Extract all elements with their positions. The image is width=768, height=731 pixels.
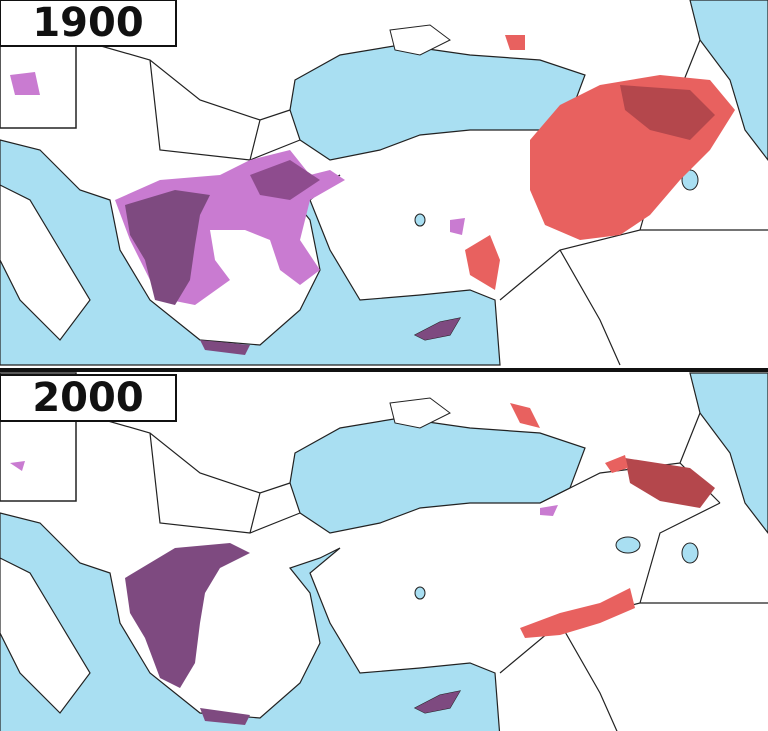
region-dark xyxy=(250,160,320,200)
region-dark-red xyxy=(620,85,715,140)
year-label: 1900 xyxy=(32,0,143,46)
region-dark-red xyxy=(625,458,715,508)
panel-1900: 1900 xyxy=(0,0,768,366)
region-dark xyxy=(125,190,210,305)
region-dark xyxy=(200,318,460,355)
region-dark xyxy=(200,691,460,725)
region-red xyxy=(465,35,525,290)
year-label: 2000 xyxy=(32,375,143,421)
panel-2000: 2000 xyxy=(0,372,768,731)
region-dark xyxy=(125,543,250,688)
